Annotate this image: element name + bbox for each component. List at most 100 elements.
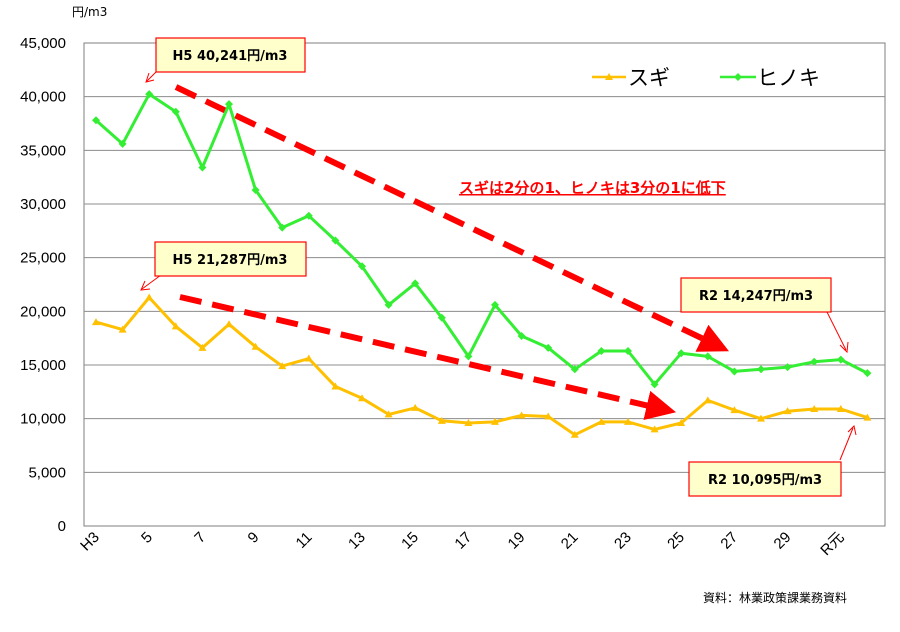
- data-point: [464, 352, 473, 361]
- x-tick-label: 7: [191, 529, 209, 547]
- data-point: [863, 369, 872, 378]
- data-point: [171, 107, 180, 116]
- data-point: [783, 363, 792, 372]
- data-point: [757, 365, 765, 374]
- series-layer: [92, 90, 872, 438]
- callout-pointer: [839, 427, 854, 461]
- y-tick-label: 15,000: [20, 357, 66, 374]
- y-tick-label: 10,000: [20, 411, 66, 428]
- x-tick-label: 9: [245, 529, 263, 547]
- x-tick-label: 11: [293, 529, 316, 552]
- data-point: [624, 347, 632, 356]
- x-axis: H3 5 7 9 11 13 15 17 19 21 23 25 27 29 R元: [77, 529, 847, 559]
- legend-marker-hinoki: [734, 73, 742, 81]
- callout-box: [680, 277, 832, 313]
- legend-label-sugi: スギ: [628, 66, 670, 90]
- data-point: [358, 394, 366, 402]
- data-point: [836, 405, 845, 413]
- data-point: [544, 343, 553, 352]
- y-tick-label: 5,000: [28, 464, 66, 481]
- x-tick-label: 15: [398, 529, 422, 553]
- data-point: [517, 411, 526, 419]
- trend-note: スギは2分の1、ヒノキは3分の1に低下: [459, 179, 726, 197]
- data-point: [225, 100, 233, 109]
- data-point: [491, 300, 499, 309]
- data-point: [650, 425, 659, 433]
- data-point: [92, 318, 100, 326]
- hinoki-trend-arrow: [174, 84, 729, 352]
- data-point: [703, 396, 712, 404]
- callout-sugi-h5: H5 21,287円/m3: [140, 241, 307, 291]
- sugi-trend-arrow: [179, 294, 677, 421]
- data-point: [225, 320, 233, 328]
- data-point: [118, 139, 127, 148]
- x-tick-label: 21: [558, 529, 582, 553]
- data-point: [464, 418, 473, 426]
- y-tick-label: 35,000: [20, 142, 66, 159]
- series-line: [95, 296, 868, 437]
- data-point: [92, 116, 100, 125]
- data-point: [411, 279, 420, 288]
- data-point: [118, 325, 127, 333]
- callout-box: [688, 461, 842, 497]
- callout-box: [154, 241, 307, 277]
- data-point: [783, 407, 792, 415]
- data-point: [304, 354, 313, 362]
- x-tick-label: 25: [664, 529, 688, 553]
- data-point: [677, 418, 686, 426]
- series-sugi: [92, 293, 872, 438]
- callout-pointer-head: [140, 280, 151, 291]
- callout-text: H5 40,241円/m3: [173, 49, 288, 64]
- data-point: [597, 417, 606, 425]
- data-point: [491, 417, 499, 425]
- legend-label-hinoki: ヒノキ: [757, 66, 820, 90]
- x-tick-label: 5: [138, 529, 156, 547]
- data-point: [251, 186, 260, 195]
- x-tick-label: 19: [505, 529, 529, 553]
- data-point: [544, 412, 553, 420]
- data-point: [597, 347, 606, 356]
- data-point: [650, 380, 659, 389]
- data-point: [171, 322, 180, 330]
- data-point: [570, 430, 579, 438]
- callout-pointer: [141, 274, 162, 290]
- data-point: [278, 362, 287, 370]
- data-point: [863, 413, 872, 421]
- y-tick-label: 40,000: [20, 89, 66, 106]
- callout-sugi-r2: R2 10,095円/m3: [688, 425, 857, 497]
- data-point: [278, 223, 287, 232]
- x-tick-label: R元: [817, 529, 847, 559]
- source-note: 資料：林業政策課業務資料: [703, 590, 847, 605]
- callout-pointer: [825, 309, 847, 351]
- callout-pointer-head: [145, 72, 155, 83]
- y-tick-label: 0: [58, 518, 66, 535]
- callout-hinoki-r2: R2 14,247円/m3: [680, 277, 849, 354]
- callout-pointer-head: [839, 341, 849, 354]
- data-point: [810, 405, 819, 413]
- data-point: [437, 313, 446, 322]
- x-tick-label: 23: [611, 529, 635, 553]
- y-tick-label: 25,000: [20, 250, 66, 267]
- y-tick-label: 20,000: [20, 303, 66, 320]
- data-point: [677, 349, 686, 358]
- data-point: [624, 417, 632, 425]
- x-tick-label: 29: [771, 529, 795, 553]
- y-axis: 0 5,000 10,000 15,000 20,000 25,000 30,000 35,0…: [20, 35, 66, 535]
- y-tick-label: 45,000: [20, 35, 66, 52]
- callout-hinoki-h5: H5 40,241円/m3: [145, 37, 306, 83]
- data-point: [198, 163, 207, 172]
- data-point: [145, 293, 154, 301]
- series-line: [95, 92, 869, 386]
- data-point: [517, 332, 526, 341]
- data-point: [757, 414, 765, 422]
- data-point: [331, 382, 340, 390]
- data-point: [437, 416, 446, 424]
- x-tick-label: H3: [77, 529, 103, 555]
- data-point: [810, 357, 819, 366]
- y-axis-label: 円/m3: [72, 5, 107, 19]
- data-point: [384, 410, 393, 418]
- y-tick-label: 30,000: [20, 196, 66, 213]
- data-point: [358, 262, 366, 271]
- data-point: [145, 90, 154, 99]
